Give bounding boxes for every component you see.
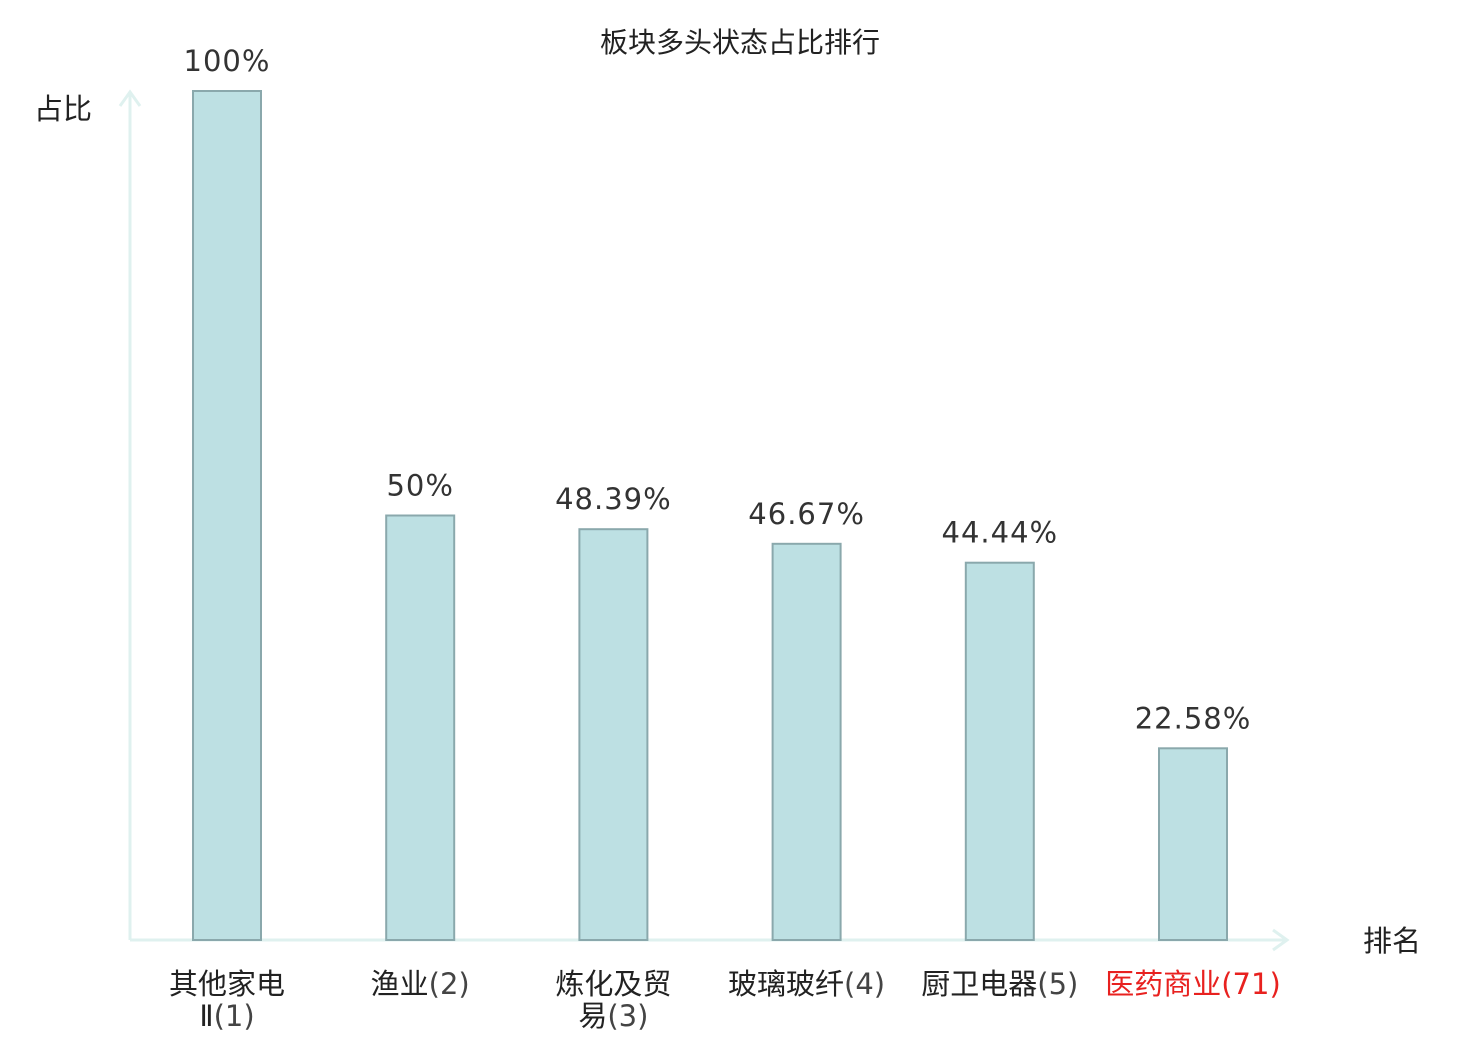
y-axis-label: 占比 (34, 92, 92, 126)
category-label-5: 厨卫电器(5) (921, 967, 1078, 1001)
category-rank-4: (4) (844, 967, 885, 1001)
bar-2 (385, 514, 456, 941)
category-label-1-line-1: 其他家电 (169, 967, 285, 1001)
bar-3 (578, 528, 649, 941)
category-label-3-line-2: 易(3) (578, 999, 648, 1033)
y-axis (118, 89, 142, 940)
bar-5 (964, 561, 1035, 941)
value-label-6: 22.58% (1135, 701, 1252, 735)
value-label-2: 50% (386, 469, 453, 503)
category-label-2: 渔业(2) (371, 967, 470, 1001)
category-rank-2: (2) (429, 967, 470, 1001)
value-labels-group: 100% 50% 48.39% 46.67% 44.44% 22.58% (184, 44, 1252, 735)
category-label-3-line-1: 炼化及贸 (555, 967, 671, 1001)
x-axis-label: 排名 (1363, 924, 1421, 958)
category-rank-6: (71) (1221, 967, 1281, 1001)
value-label-4: 46.67% (748, 497, 865, 531)
bar-6 (1158, 747, 1228, 941)
bars-group (192, 90, 1228, 941)
category-label-4: 玻璃玻纤(4) (728, 967, 885, 1001)
x-axis (130, 928, 1290, 952)
chart-title: 板块多头状态占比排行 (600, 26, 880, 59)
bar-1 (192, 90, 262, 941)
value-label-5: 44.44% (942, 516, 1059, 550)
bar-4 (771, 542, 842, 941)
category-rank-5: (5) (1037, 967, 1078, 1001)
category-label-6: 医药商业(71) (1105, 967, 1281, 1001)
category-rank-3: (3) (607, 999, 648, 1033)
value-label-3: 48.39% (555, 482, 672, 516)
value-label-1: 100% (184, 44, 271, 78)
category-label-1-line-2: Ⅱ(1) (199, 999, 254, 1033)
category-rank-1: (1) (214, 999, 255, 1033)
